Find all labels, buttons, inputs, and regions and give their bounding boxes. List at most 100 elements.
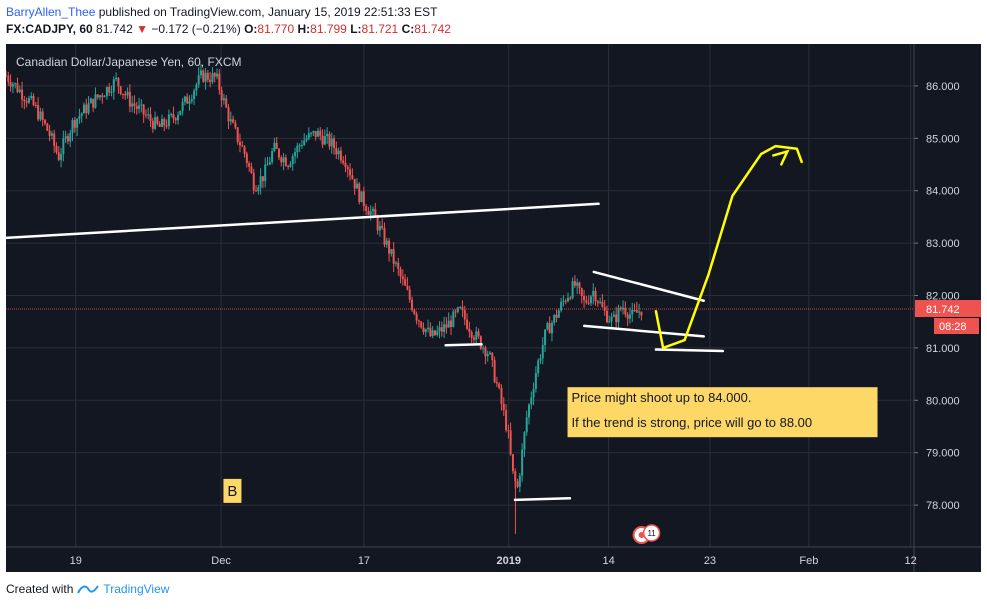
candle-body — [39, 111, 42, 120]
candle-body — [447, 320, 450, 328]
candle-body — [576, 282, 579, 286]
candle-body — [282, 157, 285, 163]
candle-body — [589, 296, 592, 304]
candle-body — [296, 145, 299, 153]
price-chart[interactable]: 86.000 85.000 84.000 83.000 82.000 81.000 80.0… — [4, 44, 981, 572]
candle-body — [539, 358, 542, 361]
candle-body — [60, 154, 63, 161]
candle-body — [213, 73, 216, 77]
candle-body — [48, 130, 51, 136]
candle-body — [578, 282, 581, 289]
candle-body — [401, 276, 404, 280]
candle-body — [470, 331, 473, 338]
candle-body — [482, 347, 485, 349]
chart-pane[interactable]: 86.000 85.000 84.000 83.000 82.000 81.000 80.0… — [4, 44, 981, 572]
candle-body — [82, 104, 85, 114]
long-term-support-line — [4, 202, 600, 240]
candle-body — [124, 93, 127, 96]
candle-body — [177, 114, 180, 121]
marker-b-box — [223, 478, 242, 503]
candle-body — [211, 73, 214, 82]
candle-body — [502, 403, 505, 411]
candle-body — [188, 101, 191, 104]
candle-body — [628, 314, 631, 319]
candle-body — [64, 136, 67, 139]
candle-body — [525, 417, 528, 433]
candle-body — [266, 164, 269, 166]
candle-body — [7, 75, 10, 82]
x-tick-label: 12 — [905, 555, 917, 567]
candle-body — [417, 320, 420, 322]
author-link[interactable]: BarryAllen_Thee — [6, 5, 96, 19]
candle-body — [144, 114, 147, 116]
candle-body — [440, 327, 443, 332]
candle-body — [509, 430, 512, 455]
candle-body — [218, 73, 221, 90]
note-line-2: If the trend is strong, price will go to… — [572, 415, 813, 430]
candle-body — [399, 268, 402, 277]
candle-body — [537, 360, 540, 374]
candle-body — [151, 120, 154, 129]
candle-body — [103, 96, 106, 98]
candle-body — [87, 103, 90, 113]
candle-body — [30, 95, 33, 99]
candle-body — [408, 289, 411, 300]
tradingview-logo-icon — [77, 585, 100, 594]
candle-body — [562, 300, 565, 302]
x-tick-label: 2019 — [497, 555, 521, 567]
candle-body — [328, 133, 331, 147]
candle-body — [23, 99, 26, 102]
support-line-81 — [444, 342, 483, 347]
candle-body — [436, 331, 439, 336]
candle-body — [43, 120, 46, 124]
wedge-lower-line — [583, 324, 705, 338]
candle-body — [117, 77, 120, 87]
candle-body — [463, 310, 466, 320]
candle-body — [101, 95, 104, 98]
candle-body — [284, 157, 287, 166]
candle-body — [27, 98, 30, 103]
candle-body — [569, 297, 572, 299]
candle-body — [323, 136, 326, 145]
candle-body — [275, 142, 278, 149]
candle-body — [385, 240, 388, 245]
close-label: C: — [401, 22, 415, 36]
candle-body — [78, 116, 81, 119]
candle-body — [518, 475, 521, 487]
candle-body — [615, 314, 618, 323]
candle-body — [53, 133, 56, 146]
candle-body — [534, 373, 537, 389]
candle-body — [479, 336, 482, 349]
candle-body — [321, 135, 324, 145]
candle-body — [18, 89, 21, 92]
candle-body — [587, 302, 590, 304]
candle-body — [16, 83, 19, 92]
candle-body — [445, 324, 448, 328]
candle-body — [381, 226, 384, 229]
tradingview-brand[interactable]: TradingView — [103, 582, 170, 596]
candle-body — [138, 105, 141, 109]
candle-body — [374, 208, 377, 218]
candle-body — [197, 75, 200, 85]
plot-background — [6, 44, 981, 572]
candle-body — [305, 138, 308, 141]
candle-body — [388, 240, 391, 254]
candle-body — [62, 138, 65, 155]
publish-line: BarryAllen_Thee published on TradingView… — [6, 4, 981, 21]
candle-body — [390, 249, 393, 254]
y-tick-label: 86.000 — [926, 81, 960, 93]
candle-body — [344, 162, 347, 168]
candle-body — [5, 75, 7, 77]
candle-body — [245, 153, 248, 164]
candle-body — [291, 156, 294, 164]
candle-body — [55, 145, 58, 153]
candle-body — [631, 309, 634, 315]
candle-body — [612, 314, 615, 317]
candle-body — [11, 84, 14, 87]
candle-body — [115, 77, 118, 80]
candle-body — [199, 70, 202, 76]
y-tick-label: 80.000 — [926, 395, 960, 407]
candle-body — [14, 83, 17, 85]
close-value: 81.742 — [414, 22, 451, 36]
candle-body — [367, 211, 370, 215]
